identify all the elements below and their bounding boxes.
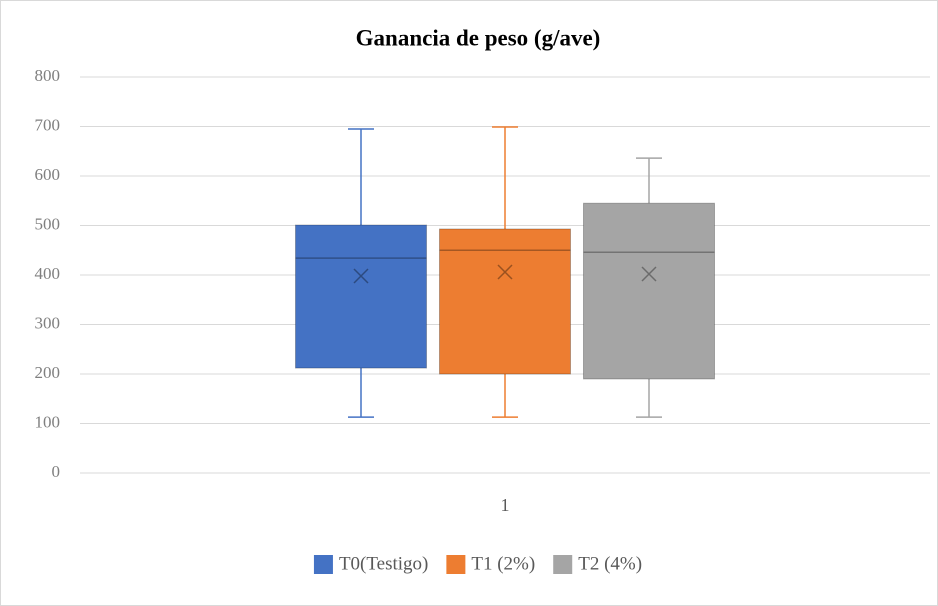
chart-title: Ganancia de peso (g/ave): [356, 25, 601, 50]
y-tick-label: 100: [35, 412, 61, 431]
legend-swatch: [446, 555, 466, 574]
legend-swatch: [553, 555, 573, 574]
legend-swatch: [313, 555, 333, 574]
y-tick-label: 800: [35, 66, 61, 85]
y-tick-label: 600: [35, 165, 61, 184]
mean-marker: [497, 264, 513, 280]
mean-marker: [353, 268, 369, 284]
legend-label: T2 (4%): [578, 553, 642, 574]
box: [583, 202, 715, 380]
x-tick-label: 1: [501, 495, 510, 515]
y-tick-label: 500: [35, 214, 61, 233]
mean-marker: [641, 266, 657, 282]
y-tick-label: 700: [35, 115, 61, 134]
y-tick-label: 400: [35, 264, 61, 283]
box: [439, 228, 571, 375]
legend-label: T0(Testigo): [339, 553, 428, 574]
y-tick-label: 300: [35, 313, 61, 332]
box: [295, 224, 427, 369]
legend-label: T1 (2%): [471, 553, 535, 574]
y-tick-label: 0: [52, 462, 61, 481]
y-tick-label: 200: [35, 363, 61, 382]
